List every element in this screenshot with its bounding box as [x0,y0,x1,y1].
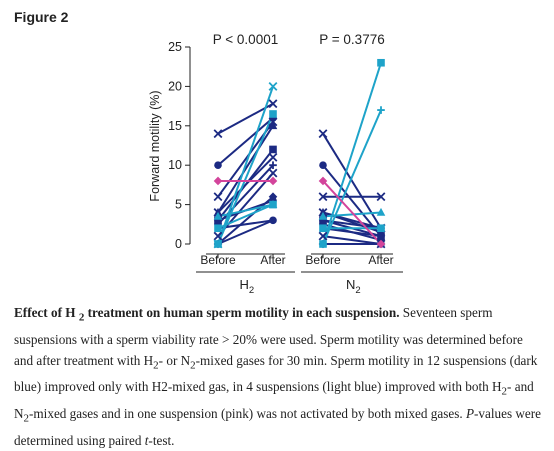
data-point [214,224,222,233]
data-point [213,211,223,220]
series-line [322,62,382,245]
series-line [217,172,274,237]
data-point [213,231,223,241]
data-point [318,231,328,241]
data-point [376,239,386,249]
data-point [268,168,278,178]
data-point [318,211,328,220]
data-point [269,200,277,209]
series-line [217,125,274,214]
data-point [269,216,277,225]
x-tick-label: After [260,253,285,267]
series-line [322,109,382,245]
series-line [217,156,274,214]
series-line [217,203,274,218]
data-point [376,207,386,216]
data-point [213,176,223,186]
y-tick-label: 0 [175,237,182,251]
data-point [214,161,222,169]
p-value-label: P = 0.3776 [319,32,384,47]
data-point [268,152,278,162]
data-point [318,176,328,186]
y-tick-label: 10 [168,158,182,172]
y-tick-label: 5 [175,198,182,212]
series-line [217,113,274,245]
series-line [217,102,274,135]
y-tick-label: 20 [168,79,182,93]
series-line [217,86,274,245]
series-line [217,117,274,166]
data-point [319,224,327,233]
data-point [318,192,328,202]
series-line [217,219,274,230]
x-tick-label: Before [200,253,236,267]
group-label: H2 [240,277,255,296]
data-point [268,99,278,109]
data-point [269,161,277,169]
data-point [268,176,278,186]
data-point [319,240,327,248]
x-tick-label: After [368,253,393,267]
data-point [214,240,222,248]
y-tick-label: 15 [168,119,182,133]
data-point [377,232,385,240]
data-point [269,110,277,118]
series-line [322,211,382,218]
figure-label: Figure 2 [14,9,69,25]
data-point [377,58,385,67]
series-line [217,219,274,245]
series-line [322,180,382,245]
series-line [322,235,382,245]
series-line [217,203,274,230]
data-point [213,192,223,202]
caption-title: Effect of H 2 treatment on human sperm m… [14,305,400,324]
data-point [268,81,278,91]
data-point [268,121,278,130]
motility-chart: 0 5 10 15 20 25 Forward motility (%) Before Afte… [148,32,403,296]
data-point [377,224,385,233]
series-line [322,164,382,237]
x-tick-label: Before [305,253,341,267]
y-tick-label: 25 [168,40,182,54]
y-axis-label: Forward motility (%) [148,90,162,201]
p-value-label: P < 0.0001 [213,32,278,47]
figure-caption: Effect of H 2 treatment on human sperm m… [14,305,542,448]
data-point [377,106,385,114]
data-point [376,192,386,202]
group-label: N2 [346,277,361,296]
data-point [269,145,277,154]
data-point [319,161,327,169]
data-point [213,129,223,139]
data-point [318,129,328,139]
